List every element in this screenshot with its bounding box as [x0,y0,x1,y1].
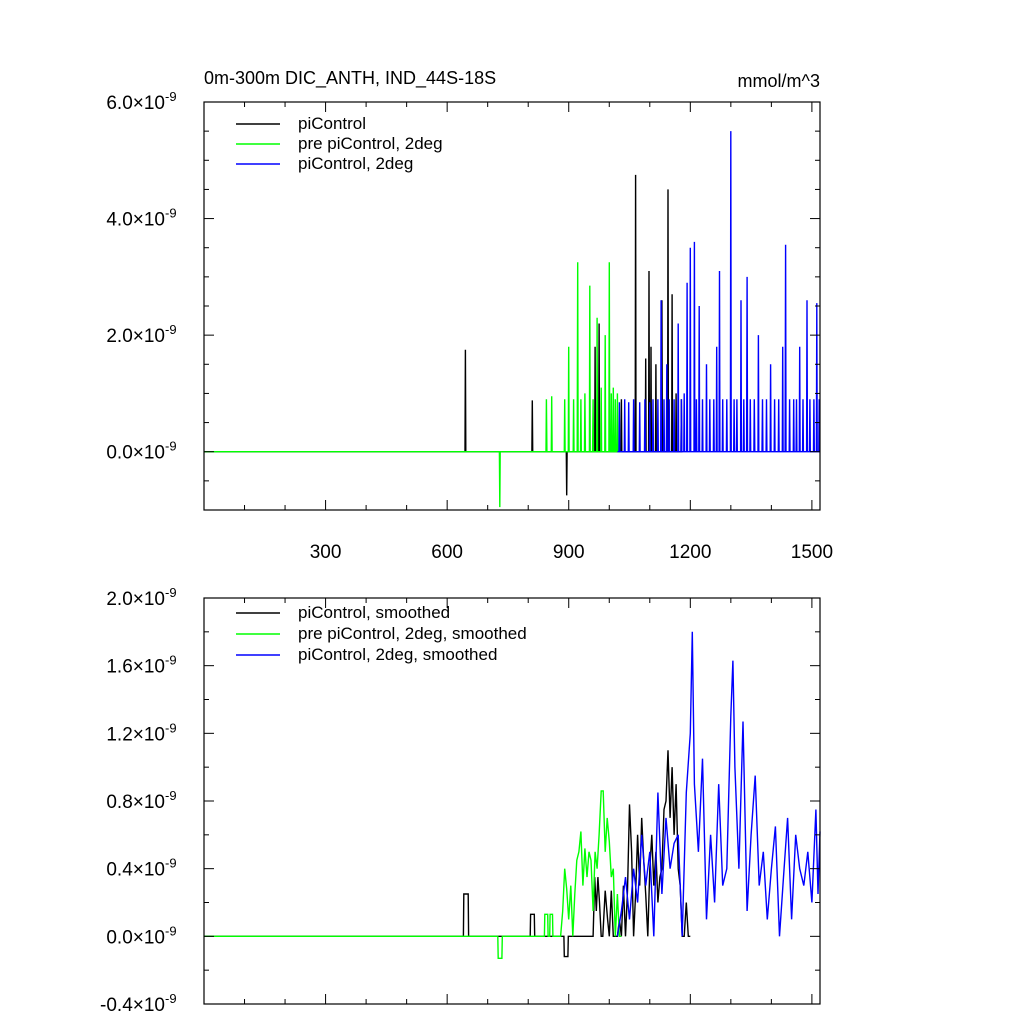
chart-top-x-tick-label: 300 [310,542,342,563]
chart-bottom-y-tick-label: 0.4×10 [106,860,165,881]
chart-bottom-y-tick-exponent: -9 [165,720,177,735]
chart-bottom-y-tick-label: 1.2×10 [106,724,165,745]
chart-bottom-y-tick-label: 0.8×10 [106,792,165,813]
chart-top-legend-label: piControl [298,114,366,133]
chart-bottom-y-tick-label: 1.6×10 [106,657,165,678]
chart-top-y-tick-exponent: -9 [165,206,177,221]
chart-top: 0m-300m DIC_ANTH, IND_44S-18S mmol/m^3 3… [106,68,833,563]
chart-bottom-y-tick-exponent: -9 [165,585,177,600]
chart-top-x-tick-label: 1200 [669,542,711,563]
chart-top-legend-label: piControl, 2deg [298,154,413,173]
chart-bottom-series-line-1 [204,750,691,958]
chart-top-y-tick-exponent: -9 [165,439,177,454]
chart-top-x-tick-label: 600 [431,542,463,563]
chart-top-units: mmol/m^3 [738,71,820,91]
chart-top-y-tick-label: 2.0×10 [106,326,165,347]
chart-top-y-tick-label: 4.0×10 [106,210,165,231]
chart-bottom-series-line-3 [616,631,821,937]
chart-bottom-y-tick-exponent: -9 [165,923,177,938]
chart-bottom-y-tick-exponent: -9 [165,856,177,871]
chart-bottom-y-tick-exponent: -9 [165,991,177,1006]
chart-bottom-legend-label: pre piControl, 2deg, smoothed [298,624,527,643]
chart-top-series-line-3 [617,131,821,453]
chart-bottom-legend-label: piControl, smoothed [298,603,450,622]
chart-bottom-y-tick-exponent: -9 [165,653,177,668]
chart-top-x-tick-label: 900 [553,542,585,563]
chart-top-x-tick-label: 1500 [791,542,833,563]
chart-bottom-y-tick-label: 0.0×10 [106,927,165,948]
chart-top-y-tick-label: 6.0×10 [106,93,165,114]
chart-bottom-legend: piControl, smoothed pre piControl, 2deg, … [236,603,527,664]
chart-top-legend-label: pre piControl, 2deg [298,134,443,153]
chart-top-y-tick-exponent: -9 [165,89,177,104]
chart-bottom-plot-area [204,631,821,959]
chart-top-y-tick-label: 0.0×10 [106,443,165,464]
chart-top-series-line-2 [204,262,622,508]
chart-bottom-y-tick-exponent: -9 [165,788,177,803]
chart-bottom-legend-label: piControl, 2deg, smoothed [298,645,497,664]
chart-top-title: 0m-300m DIC_ANTH, IND_44S-18S [204,68,496,89]
chart-bottom-series-line-2 [204,790,622,959]
chart-bottom: -0.4×10 -90.0×10 -90.4×10 -90.8×10 -91.2×10-… [100,585,821,1016]
chart-top-plot-area [204,131,821,508]
chart-bottom-y-tick-label: 2.0×10 [106,589,165,610]
chart-bottom-axes: -0.4×10 -90.0×10 -90.4×10 -90.8×10 -91.2×10-… [100,585,820,1016]
chart-top-y-tick-exponent: -9 [165,322,177,337]
chart-bottom-y-tick-label: -0.4×10 [100,995,165,1016]
